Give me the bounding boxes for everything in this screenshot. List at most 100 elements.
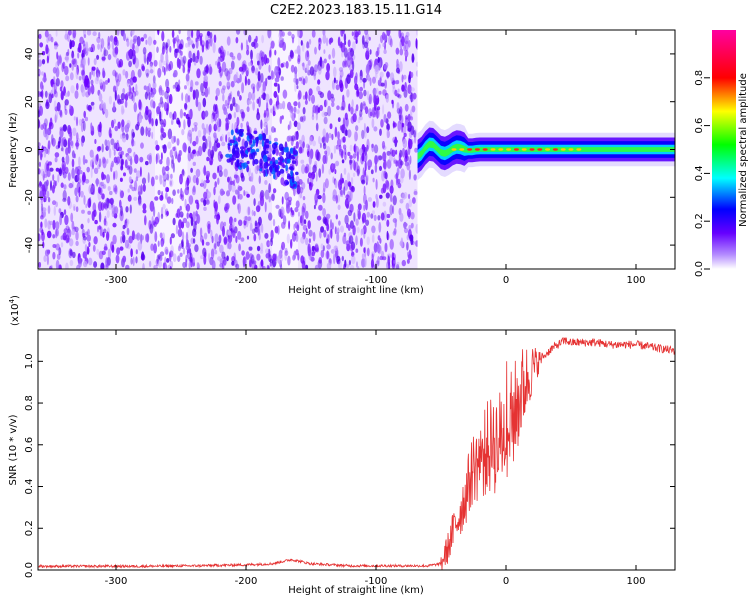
spectrogram-cell: [373, 126, 378, 132]
spectrogram-cell: [167, 141, 172, 149]
spectrogram-cell: [300, 40, 303, 46]
spectrogram-cell: [53, 100, 57, 110]
spectrogram-cell: [335, 79, 338, 84]
spectrogram-blob-cell: [279, 156, 284, 162]
spectrogram-cell: [112, 101, 116, 112]
spectrogram-cell: [344, 112, 348, 121]
spectrogram-cell: [173, 69, 178, 78]
spectrogram-cell: [144, 215, 147, 226]
spectrogram-cell: [145, 68, 150, 77]
spectrogram-cell: [340, 42, 346, 53]
spectrogram-cell: [305, 264, 309, 269]
colorbar-ticks: 0.00.20.40.60.8: [694, 70, 710, 277]
spectrogram-cell: [371, 225, 376, 234]
spectrogram-cell: [256, 165, 260, 172]
spectrogram-cell: [217, 165, 220, 174]
spectrogram-cell: [325, 250, 330, 260]
spectrogram-cell: [208, 123, 212, 133]
spectrogram-cell: [57, 140, 61, 149]
spectrogram-cell: [202, 167, 206, 175]
spectrogram-cell: [407, 121, 412, 132]
spectrogram-cell: [183, 119, 186, 130]
spectrogram-cell: [277, 57, 281, 67]
spectrogram-cell: [169, 149, 173, 158]
spectrogram-cell: [105, 264, 109, 269]
spectrogram-cell: [41, 229, 44, 236]
spectrogram-blob-cell: [258, 133, 263, 141]
spectrogram-cell: [277, 225, 280, 235]
spectrogram-cell: [297, 211, 301, 217]
spectrogram-cell: [183, 112, 186, 117]
spectrogram-cell: [318, 136, 321, 145]
spectrogram-cell: [134, 57, 139, 69]
spectrogram-cell: [322, 34, 327, 44]
spectrogram-cell: [295, 109, 300, 114]
spectrogram-cell: [109, 133, 113, 139]
spectrogram-cell: [399, 160, 404, 166]
spectrogram-cell: [196, 49, 200, 60]
spectrogram-cell: [382, 104, 385, 115]
spectrogram-cell: [213, 103, 217, 112]
spectrogram-cell: [384, 79, 387, 89]
spectrogram-cell: [392, 205, 395, 215]
spectrogram-cell: [192, 186, 196, 192]
spectrogram-cell: [273, 90, 278, 99]
spectrogram-cell: [56, 51, 59, 60]
spectrogram-cell: [386, 123, 390, 131]
spectrogram-cell: [247, 78, 251, 86]
spectrogram-cell: [71, 158, 75, 168]
spectrogram-cell: [83, 34, 87, 39]
spectrogram-cell: [75, 230, 79, 241]
spectrogram-cell: [383, 64, 388, 70]
spectrogram-cell: [299, 186, 304, 194]
spectrogram-cell: [354, 161, 359, 173]
spectrogram-cell: [122, 255, 127, 263]
spectrogram-cell: [124, 99, 128, 108]
spectrogram-cell: [226, 190, 230, 197]
spectrogram-cell: [155, 144, 160, 151]
spectrogram-cell: [335, 144, 339, 150]
spectrogram-cell: [52, 244, 57, 248]
spectrogram-cell: [272, 218, 276, 227]
spectrogram-cell: [39, 149, 43, 161]
spectrogram-cell: [65, 147, 69, 156]
spectrogram-cell: [112, 85, 117, 93]
spectrogram-cell: [377, 235, 381, 241]
spectrogram-cell: [209, 36, 213, 47]
spectrogram-cell: [353, 30, 359, 38]
spectrogram-cell: [246, 106, 250, 113]
spectrogram-cell: [277, 255, 281, 264]
spectrogram-cell: [314, 46, 317, 55]
spectrogram-cell: [357, 30, 361, 35]
spectrogram-blob-cell: [225, 153, 231, 158]
spectrogram-cell: [380, 35, 384, 44]
spectrogram-cell: [153, 243, 158, 254]
spectrogram-cell: [196, 213, 200, 224]
spectrogram-cell: [296, 122, 301, 131]
spectrogram-cell: [373, 94, 377, 106]
spectrogram-cell: [211, 114, 214, 124]
spectrogram-cell: [401, 122, 405, 128]
spectrogram-cell: [222, 225, 225, 237]
spectrogram-cell: [182, 217, 188, 224]
spectrogram-cell: [40, 168, 45, 177]
spectrogram-cell: [273, 82, 278, 87]
spectrogram-cell: [159, 111, 162, 122]
spectrogram-cell: [399, 212, 404, 222]
spectrogram-cell: [75, 116, 79, 127]
spectrogram-cell: [137, 68, 142, 78]
spectrogram-cell: [45, 44, 49, 55]
spectrogram-cell: [354, 83, 359, 91]
spectrogram-cell: [69, 72, 74, 81]
colorbar-gradient: [712, 30, 736, 269]
spectrogram-cell: [410, 92, 414, 103]
spectrogram-cell: [103, 202, 106, 209]
spectrogram-cell: [191, 30, 194, 39]
spectrogram-cell: [372, 87, 377, 96]
spectrogram-cell: [160, 213, 164, 219]
spectrogram-cell: [149, 61, 153, 67]
spectrogram-blob-cell: [247, 147, 251, 153]
spectrogram-cell: [179, 205, 182, 211]
spectrogram-cell: [68, 238, 74, 247]
spectrogram-cell: [204, 110, 209, 117]
